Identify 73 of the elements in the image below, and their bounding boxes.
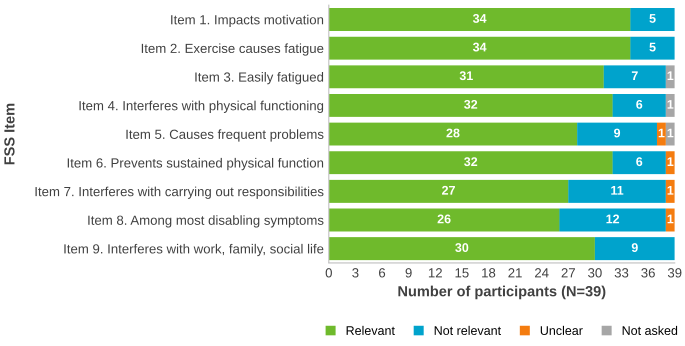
y-tick-label: Item 9. Interferes with work, family, social life — [64, 244, 324, 256]
data-label: 32 — [464, 100, 478, 109]
data-label: 5 — [649, 42, 656, 52]
y-tick-label: Item 3. Easily fatigued — [195, 72, 324, 84]
data-label: 6 — [636, 157, 642, 166]
y-tick-label: Item 6. Prevents sustained physical function — [68, 158, 324, 170]
x-tick-label: 0 — [326, 268, 332, 278]
legend-label: Not relevant — [434, 326, 501, 336]
data-label: 34 — [472, 14, 486, 23]
bar — [328, 180, 568, 203]
y-tick-label: Item 4. Interferes with physical functioning — [79, 100, 324, 113]
y-tick-label: Item 5. Causes frequent problems — [126, 129, 324, 142]
data-label: 1 — [668, 71, 674, 80]
y-axis-title: FSS Item — [4, 104, 15, 164]
x-tick-label: 9 — [406, 268, 412, 278]
bar — [630, 36, 675, 60]
legend-label: Unclear — [540, 326, 583, 336]
x-tick-label: 15 — [456, 268, 469, 278]
bar — [656, 122, 666, 146]
data-label: 11 — [611, 186, 624, 195]
x-tick-label: 39 — [668, 268, 682, 278]
x-tick-label: 6 — [379, 268, 386, 278]
bar — [604, 65, 666, 88]
data-label: 9 — [614, 128, 620, 138]
data-label: 30 — [455, 243, 468, 252]
y-tick-label: Item 7. Interferes with carrying out responsibilities — [36, 186, 324, 199]
data-label: 1 — [668, 214, 674, 224]
x-tick-label: 3 — [352, 268, 358, 278]
data-label: 12 — [606, 214, 620, 224]
bar — [630, 8, 675, 31]
data-label: 1 — [658, 128, 665, 138]
bar — [328, 94, 613, 117]
data-label: 1 — [668, 128, 674, 138]
y-tick-label: Item 1. Impacts motivation — [171, 14, 324, 28]
bar — [328, 36, 630, 60]
data-label: 6 — [636, 100, 642, 109]
x-tick-label: 12 — [428, 268, 442, 278]
y-tick-label: Item 2. Exercise causes fatigue — [142, 43, 324, 56]
x-tick-label: 18 — [482, 268, 496, 278]
bar — [577, 122, 657, 146]
legend-label: Not asked — [622, 326, 678, 336]
x-tick-label: 27 — [562, 268, 575, 278]
bar — [612, 151, 666, 174]
x-tick-label: 30 — [588, 268, 602, 278]
data-label: 26 — [438, 214, 451, 224]
bar — [568, 180, 666, 203]
bar — [328, 8, 630, 31]
x-tick-label: 36 — [641, 268, 655, 278]
data-label: 5 — [649, 14, 656, 23]
bar — [328, 237, 595, 260]
bar — [328, 65, 604, 88]
bar — [559, 208, 666, 232]
bar — [594, 237, 675, 260]
x-tick-label: 21 — [508, 268, 522, 278]
x-axis-title: Number of participants (N=39) — [398, 286, 606, 300]
data-label: 7 — [632, 71, 638, 80]
data-label: 1 — [668, 186, 674, 195]
data-label: 27 — [442, 186, 455, 195]
bar — [328, 151, 613, 174]
bar — [328, 122, 578, 146]
data-label: 31 — [460, 71, 473, 80]
y-tick-label: Item 8. Among most disabling symptoms — [88, 215, 324, 228]
data-label: 28 — [446, 128, 460, 138]
data-label: 1 — [668, 100, 674, 109]
bar — [612, 94, 666, 117]
data-label: 32 — [464, 157, 478, 166]
data-label: 34 — [472, 42, 486, 52]
bar — [328, 208, 560, 232]
data-label: 1 — [668, 157, 674, 166]
data-label: 9 — [632, 243, 638, 252]
legend-label: Relevant — [346, 326, 395, 336]
x-tick-label: 24 — [535, 268, 549, 278]
x-tick-label: 33 — [614, 268, 628, 278]
